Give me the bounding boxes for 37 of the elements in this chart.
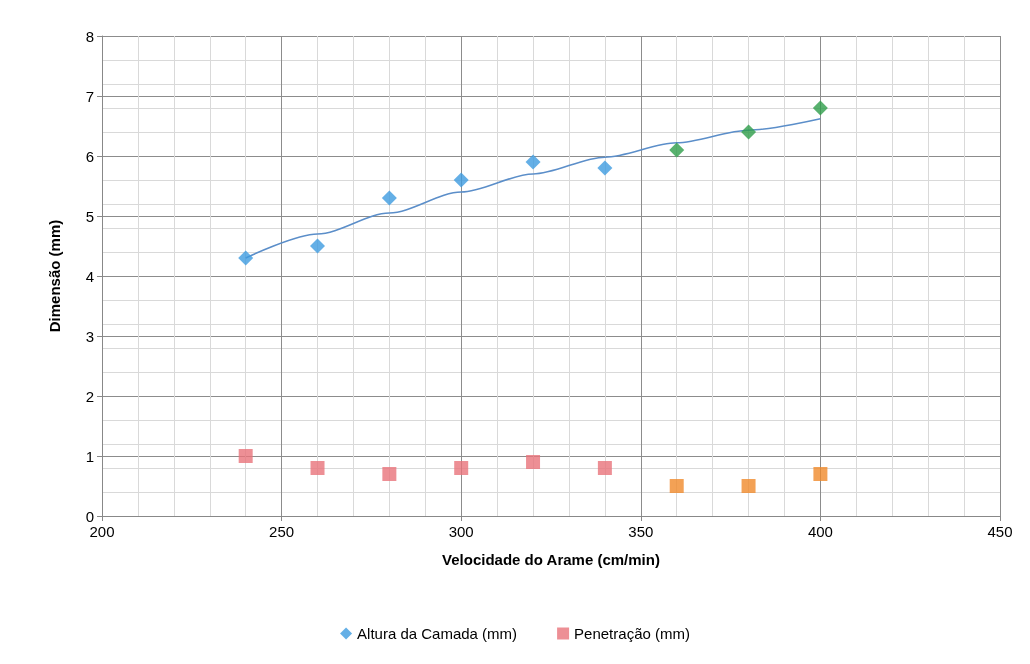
y-tick-label: 6 [85, 147, 94, 165]
legend-label: Altura da Camada (mm) [357, 625, 518, 642]
point [526, 455, 541, 469]
point [597, 461, 612, 475]
x-tick-label: 200 [89, 523, 115, 540]
x-tick-label: 350 [628, 523, 654, 540]
x-tick-label: 250 [269, 523, 295, 540]
point [453, 172, 469, 188]
point [741, 479, 756, 493]
legend-label: Penetração (mm) [574, 625, 690, 642]
point [525, 154, 541, 170]
y-tick-label: 7 [85, 87, 94, 105]
point [238, 449, 253, 463]
x-tick-label: 400 [807, 523, 833, 540]
point [597, 160, 613, 176]
point [238, 250, 254, 266]
point [454, 461, 469, 475]
point [310, 238, 326, 254]
y-tick-label: 5 [85, 207, 94, 225]
y-tick-label: 8 [85, 27, 94, 45]
y-axis-title: Dimensão (mm) [46, 219, 63, 333]
point [741, 124, 757, 140]
point [812, 100, 828, 116]
y-tick-label: 4 [85, 267, 94, 285]
y-tick-label: 2 [85, 387, 94, 405]
y-tick-label: 1 [85, 447, 94, 465]
x-tick-label: 450 [987, 523, 1013, 540]
point [381, 190, 397, 206]
x-tick-label: 300 [448, 523, 474, 540]
y-tick-label: 0 [85, 507, 94, 525]
y-tick-label: 3 [85, 327, 94, 345]
point [669, 142, 685, 158]
point [382, 467, 397, 481]
point [310, 461, 325, 475]
x-axis-title: Velocidade do Arame (cm/min) [442, 551, 660, 568]
point [813, 467, 828, 481]
point [669, 479, 684, 493]
